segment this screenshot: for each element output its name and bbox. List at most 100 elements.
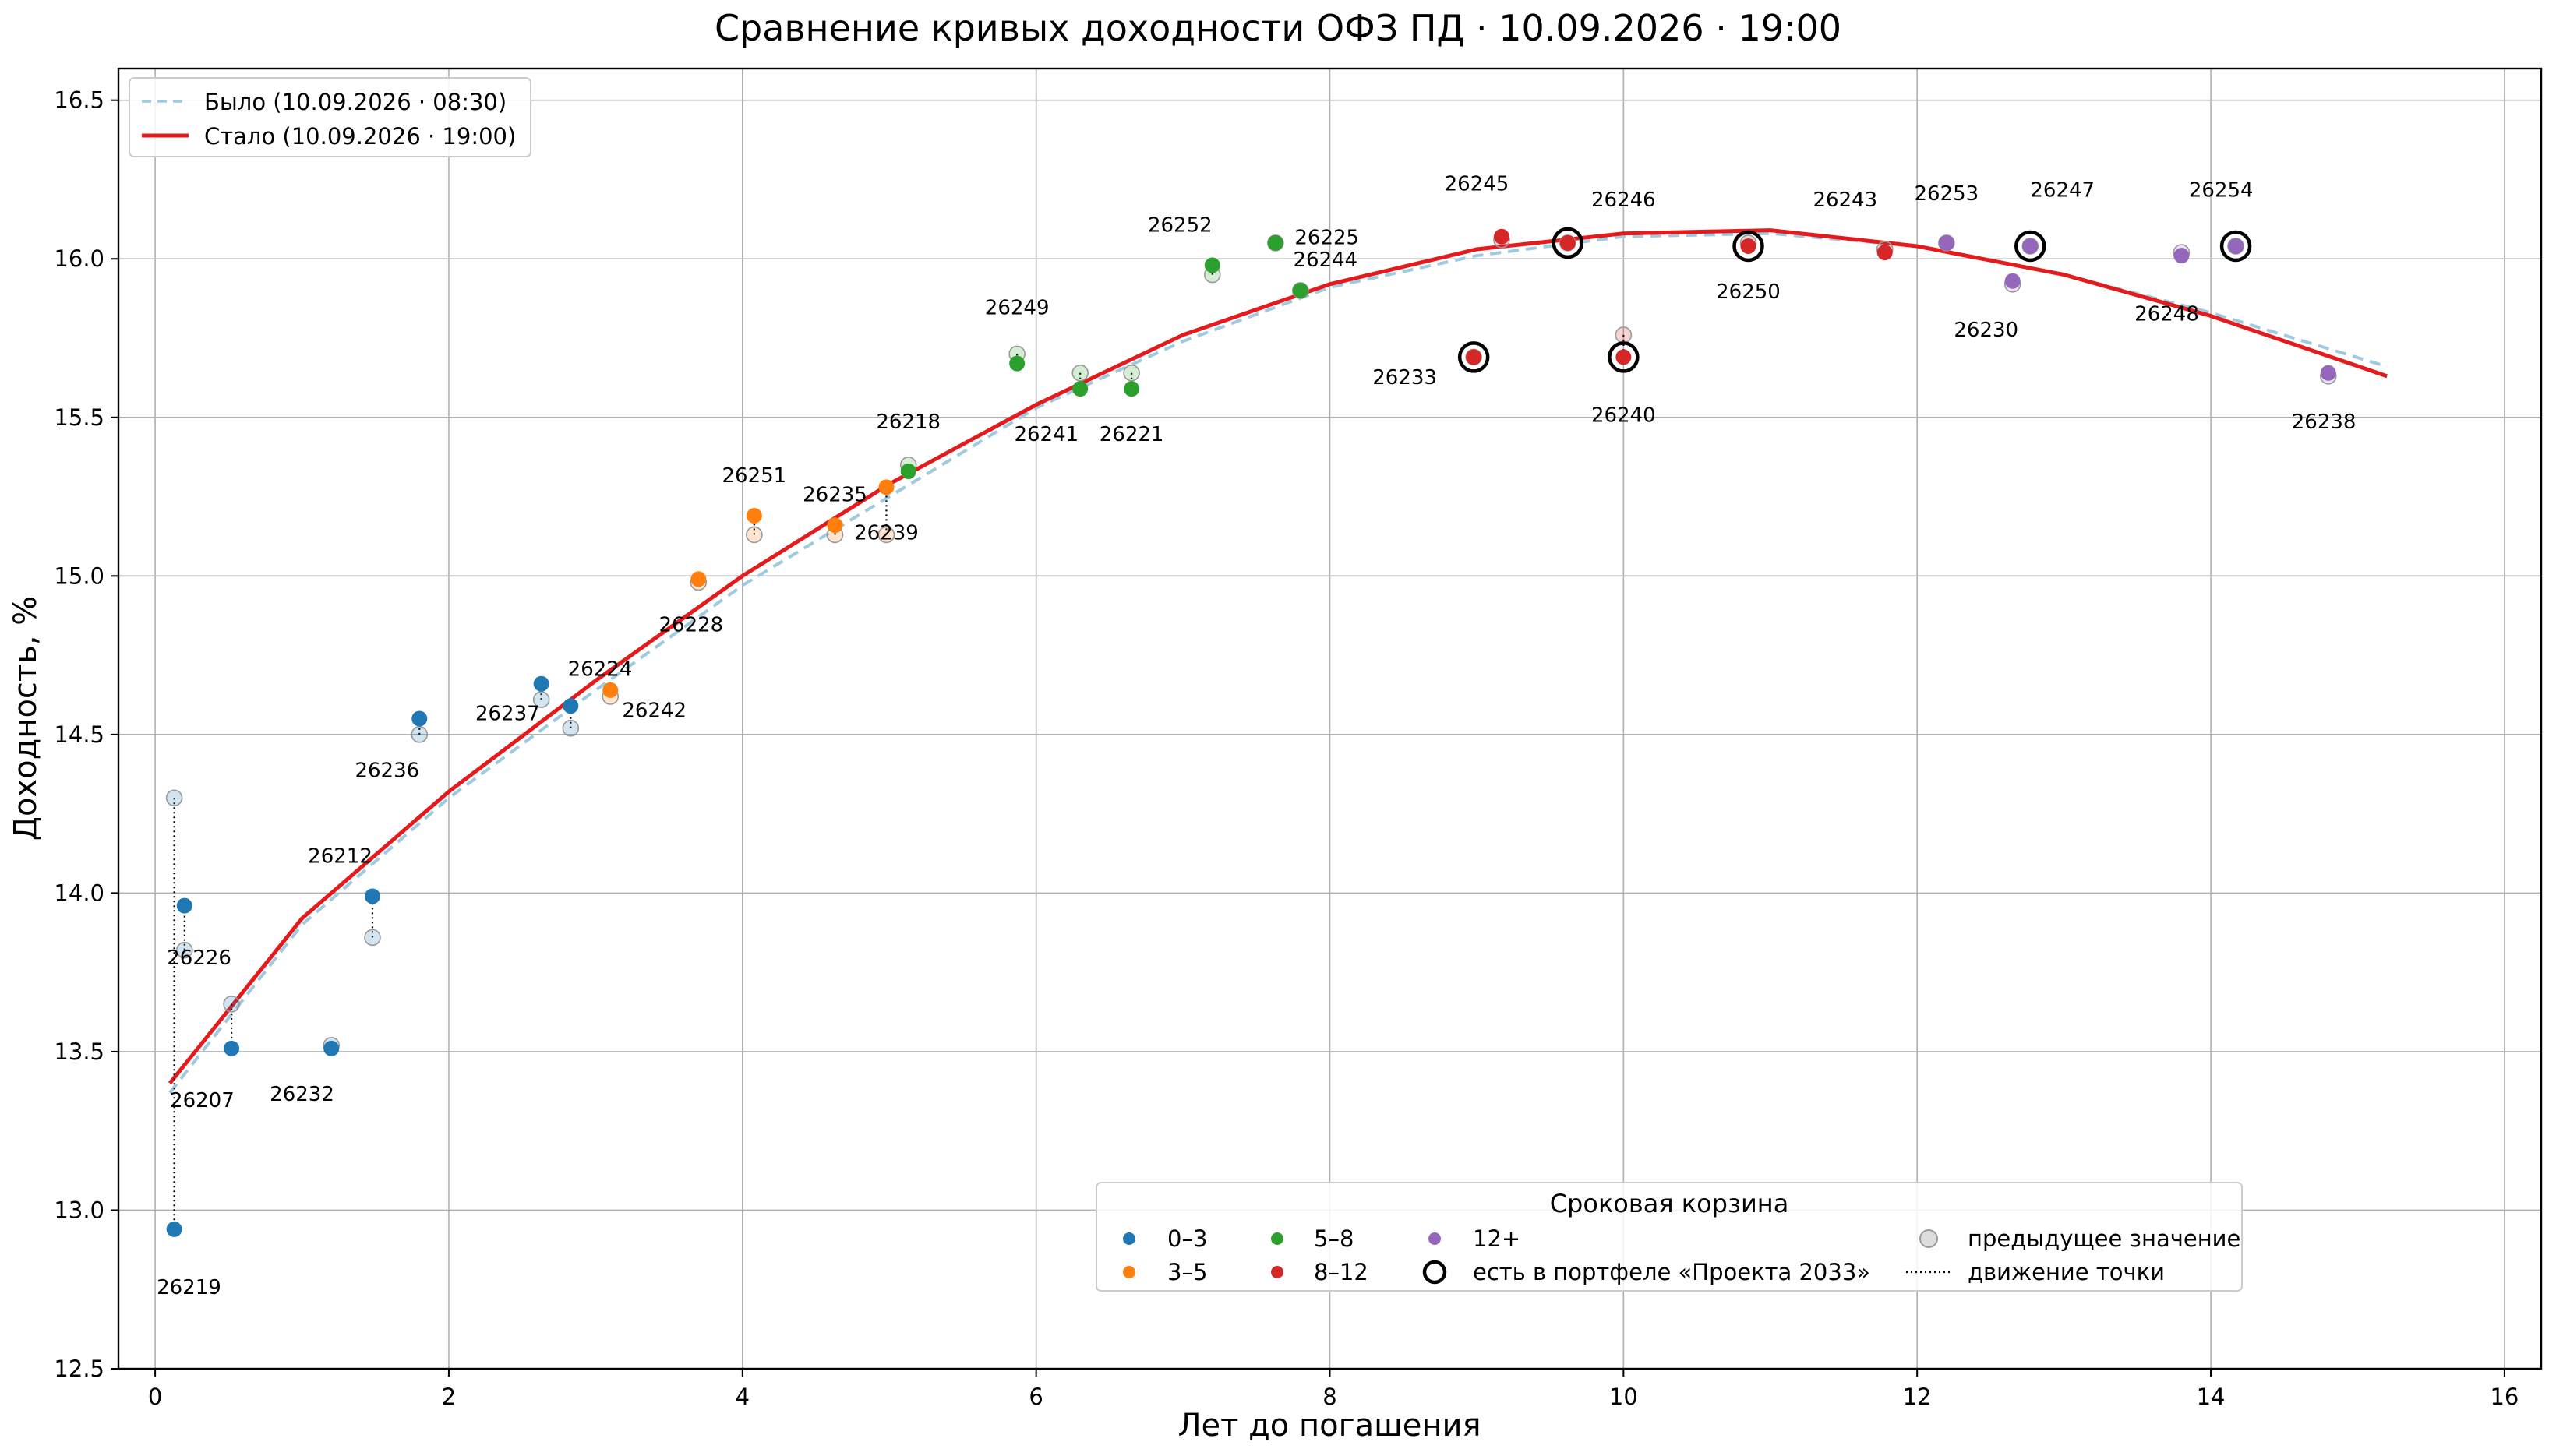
point-label-26219: 26219 bbox=[157, 1276, 221, 1299]
prev-point-26221 bbox=[1123, 364, 1140, 382]
point-label-26232: 26232 bbox=[270, 1083, 334, 1106]
point-label-26221: 26221 bbox=[1100, 423, 1164, 446]
legend-label-move: движение точки bbox=[1968, 1259, 2165, 1285]
bond-points bbox=[166, 228, 2336, 1237]
prev-point-26224 bbox=[562, 719, 580, 737]
point-26212 bbox=[364, 888, 380, 904]
x-tick-label: 6 bbox=[1029, 1384, 1043, 1410]
point-label-26224: 26224 bbox=[568, 657, 633, 681]
point-26240 bbox=[1615, 349, 1632, 365]
point-label-26252: 26252 bbox=[1148, 213, 1213, 237]
point-26239 bbox=[878, 479, 895, 495]
point-labels: 26219 26226 26207 26232 26212 26236 26237 26224… bbox=[157, 173, 2356, 1300]
point-label-26241: 26241 bbox=[1014, 423, 1079, 446]
point-label-26247: 26247 bbox=[2030, 179, 2095, 203]
point-label-26228: 26228 bbox=[658, 613, 723, 636]
point-label-26244: 26244 bbox=[1293, 249, 1357, 272]
prev-point-26251 bbox=[746, 526, 763, 544]
point-label-26253: 26253 bbox=[1915, 182, 1979, 206]
chart-title: Сравнение кривых доходности ОФЗ ПД · 10.… bbox=[715, 7, 1841, 49]
prev-point-26239 bbox=[877, 526, 895, 544]
y-tick-label: 15.0 bbox=[54, 562, 104, 589]
portfolio-ring-26240 bbox=[1608, 341, 1640, 373]
portfolio-rings bbox=[1457, 227, 2252, 373]
x-tick-label: 2 bbox=[442, 1384, 456, 1410]
x-axis-label: Лет до погашения bbox=[1177, 1408, 1481, 1444]
group-legend: Сроковая корзина 0–3 3–5 5–8 8–12 12+ ес… bbox=[1096, 1182, 2243, 1292]
point-26253 bbox=[1938, 234, 1954, 251]
point-26246 bbox=[1559, 234, 1576, 251]
legend-label-8-12: 8–12 bbox=[1314, 1259, 1368, 1285]
point-label-26242: 26242 bbox=[622, 699, 687, 722]
point-26218 bbox=[900, 463, 916, 479]
legend-marker-0-3 bbox=[1123, 1232, 1135, 1245]
point-26226 bbox=[176, 897, 192, 914]
curve-after bbox=[168, 228, 2388, 1085]
prev-point-26219 bbox=[165, 789, 183, 807]
point-26242 bbox=[602, 682, 619, 698]
legend-marker-12plus bbox=[1428, 1232, 1441, 1245]
legend-marker-portfolio bbox=[1422, 1260, 1447, 1285]
x-tick-label: 16 bbox=[2490, 1384, 2519, 1410]
point-label-26249: 26249 bbox=[985, 296, 1050, 319]
portfolio-ring-26247 bbox=[2014, 230, 2046, 263]
legend-label-before: Было (10.09.2026 · 08:30) bbox=[204, 89, 507, 115]
point-26254 bbox=[2228, 238, 2244, 254]
legend-marker-5-8 bbox=[1271, 1232, 1283, 1245]
legend-label-3-5: 3–5 bbox=[1167, 1259, 1207, 1285]
legend-marker-prev bbox=[1919, 1229, 1938, 1248]
x-tick-label: 12 bbox=[1903, 1384, 1932, 1410]
legend-label-5-8: 5–8 bbox=[1314, 1225, 1354, 1252]
point-label-26226: 26226 bbox=[167, 947, 231, 970]
curve-legend: Было (10.09.2026 · 08:30) Стало (10.09.2… bbox=[129, 77, 531, 157]
previous-points bbox=[165, 231, 2337, 1054]
point-26251 bbox=[746, 507, 762, 524]
point-26245 bbox=[1493, 228, 1509, 245]
legend-label-12plus: 12+ bbox=[1473, 1225, 1520, 1252]
point-26221 bbox=[1124, 381, 1140, 397]
point-26247 bbox=[2022, 238, 2039, 254]
point-label-26240: 26240 bbox=[1591, 404, 1656, 428]
y-tick-label: 13.5 bbox=[54, 1038, 104, 1065]
legend-label-prev: предыдущее значение bbox=[1968, 1225, 2240, 1252]
point-26235 bbox=[827, 517, 843, 534]
point-label-26225: 26225 bbox=[1294, 227, 1359, 250]
point-26225 bbox=[1267, 234, 1283, 251]
legend-marker-3-5 bbox=[1123, 1266, 1135, 1278]
point-26252 bbox=[1204, 257, 1220, 273]
portfolio-ring-26233 bbox=[1457, 341, 1490, 373]
prev-point-26240 bbox=[1615, 326, 1633, 344]
point-label-26235: 26235 bbox=[803, 483, 867, 506]
point-26224 bbox=[563, 698, 579, 714]
prev-point-26237 bbox=[532, 691, 550, 708]
curves bbox=[168, 228, 2388, 1095]
point-label-26218: 26218 bbox=[876, 411, 941, 434]
grid-lines bbox=[118, 69, 2541, 1370]
point-26233 bbox=[1466, 349, 1482, 365]
x-tick-label: 10 bbox=[1609, 1384, 1638, 1410]
x-axis-ticks: 0 2 4 6 8 10 12 14 16 bbox=[148, 1369, 2519, 1410]
y-axis-ticks: 12.5 13.0 13.5 14.0 14.5 15.0 15.5 16.0 16.5 bbox=[54, 87, 118, 1382]
x-tick-label: 14 bbox=[2197, 1384, 2226, 1410]
y-axis-label: Доходность, % bbox=[8, 596, 44, 841]
point-26241 bbox=[1072, 381, 1089, 397]
prev-point-26241 bbox=[1071, 364, 1089, 382]
y-tick-label: 14.5 bbox=[54, 721, 104, 748]
point-26243 bbox=[1876, 245, 1893, 261]
group-legend-title: Сроковая корзина bbox=[1550, 1189, 1789, 1218]
y-tick-label: 12.5 bbox=[54, 1356, 104, 1382]
portfolio-ring-26246 bbox=[1552, 227, 1583, 259]
point-label-26243: 26243 bbox=[1813, 189, 1878, 212]
point-26238 bbox=[2320, 365, 2336, 381]
x-tick-label: 4 bbox=[736, 1384, 750, 1410]
portfolio-ring-26254 bbox=[2219, 230, 2252, 263]
point-label-26238: 26238 bbox=[2292, 411, 2357, 434]
point-26237 bbox=[533, 675, 549, 692]
curve-before bbox=[168, 231, 2388, 1095]
point-label-26233: 26233 bbox=[1372, 366, 1437, 390]
legend-label-portfolio: есть в портфеле «Проекта 2033» bbox=[1473, 1259, 1870, 1285]
point-label-26236: 26236 bbox=[355, 760, 419, 783]
point-26230 bbox=[2004, 273, 2021, 289]
y-tick-label: 16.0 bbox=[54, 245, 104, 272]
point-label-26251: 26251 bbox=[722, 464, 787, 488]
